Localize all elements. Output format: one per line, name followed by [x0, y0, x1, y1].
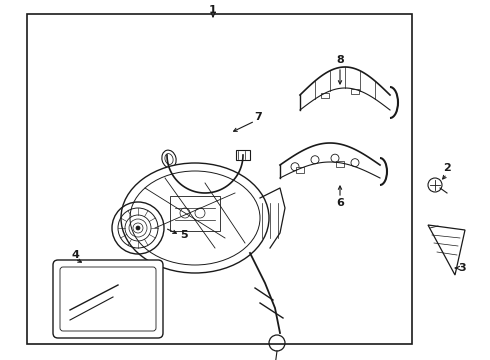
Bar: [351, 89, 359, 94]
Bar: [170, 196, 220, 231]
Text: 8: 8: [336, 55, 344, 65]
Text: 3: 3: [458, 263, 466, 273]
Text: 6: 6: [336, 198, 344, 208]
Text: 5: 5: [180, 230, 188, 240]
Text: 2: 2: [443, 163, 451, 173]
FancyBboxPatch shape: [53, 260, 163, 338]
Ellipse shape: [165, 154, 173, 165]
Text: 4: 4: [71, 250, 79, 260]
Bar: [336, 161, 344, 167]
Ellipse shape: [162, 150, 176, 168]
Circle shape: [136, 226, 140, 230]
Bar: [27, 14, 412, 344]
Bar: [236, 150, 250, 160]
FancyBboxPatch shape: [60, 267, 156, 331]
Bar: [321, 93, 329, 98]
Text: 7: 7: [254, 112, 262, 122]
Text: 1: 1: [209, 5, 217, 15]
Ellipse shape: [121, 163, 269, 273]
Ellipse shape: [130, 171, 260, 265]
Bar: [296, 167, 304, 172]
Polygon shape: [428, 225, 465, 275]
